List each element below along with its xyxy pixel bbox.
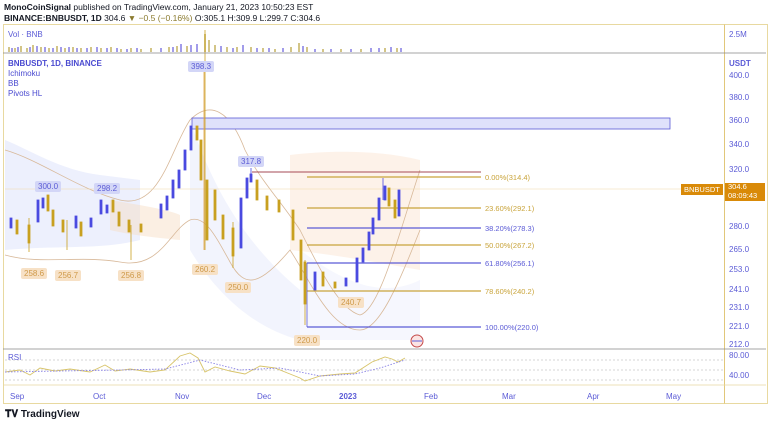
pivot-low-label: 258.6 [21, 268, 48, 279]
time-label-oct: Oct [93, 392, 106, 401]
time-label-feb: Feb [424, 392, 438, 401]
bar-countdown: 08:09:43 [728, 190, 758, 200]
time-label-dec: Dec [257, 392, 272, 401]
volume-label: Vol · BNB [8, 30, 43, 39]
time-label-sep: Sep [10, 392, 25, 401]
axis-tick: 340.0 [729, 140, 750, 149]
axis-tick: 221.0 [729, 322, 750, 331]
pivot-low-label: 256.7 [55, 270, 82, 281]
fib-level-100: 100.00%(220.0) [485, 323, 539, 332]
resistance-zone [191, 117, 671, 130]
ohlc-open: O:305.1 [194, 13, 226, 23]
fib-level-50: 50.00%(267.2) [485, 241, 535, 250]
rsi-tick: 80.00 [729, 351, 750, 360]
time-label-mar: Mar [502, 392, 516, 401]
axis-tick: 280.0 [729, 222, 750, 231]
last-price: 304.6 [104, 13, 126, 23]
axis-tick: 253.0 [729, 265, 750, 274]
legend-bb[interactable]: BB [8, 79, 19, 88]
fib-level-0: 0.00%(314.4) [485, 173, 531, 182]
pivot-low-label: 240.7 [338, 297, 365, 308]
pivot-high-label: 300.0 [35, 181, 62, 192]
candles [9, 30, 401, 325]
symbol-info: BINANCE:BNBUSDT, 1D 304.6 ▼ −0.5 (−0.16%… [4, 13, 320, 23]
pivot-low-label: 260.2 [192, 264, 219, 275]
publish-info: MonoCoinSignal published on TradingView.… [4, 2, 313, 12]
axis-tick: 212.0 [729, 340, 750, 349]
fib-level-78-6: 78.60%(240.2) [485, 287, 535, 296]
rsi-lines [4, 352, 723, 382]
publisher-name: MonoCoinSignal [4, 2, 72, 12]
axis-tick: 360.0 [729, 116, 750, 125]
symbol-name: BINANCE:BNBUSDT, 1D [4, 13, 102, 23]
time-label-apr: Apr [587, 392, 600, 401]
axis-tick: 400.0 [729, 71, 750, 80]
time-label-nov: Nov [175, 392, 190, 401]
time-label-2023: 2023 [339, 392, 357, 401]
pivot-low-label: 256.8 [118, 270, 145, 281]
legend-pivots[interactable]: Pivots HL [8, 89, 43, 98]
legend-ichimoku[interactable]: Ichimoku [8, 69, 41, 78]
pivot-high-label: 398.3 [188, 61, 215, 72]
fib-level-38-2: 38.20%(278.3) [485, 224, 535, 233]
pivot-low-label: 220.0 [294, 335, 321, 346]
axis-tick: 265.0 [729, 245, 750, 254]
brand-name: TradingView [20, 409, 80, 420]
pivot-high-label: 298.2 [94, 183, 121, 194]
volume-axis-label: 2.5M [729, 30, 747, 39]
symbol-price-tag: BNBUSDT [681, 184, 723, 195]
fib-level-61-8: 61.80%(256.1) [485, 259, 535, 268]
rsi-label[interactable]: RSI [8, 353, 22, 362]
price-change: ▼ −0.5 (−0.16%) [127, 13, 193, 23]
pivot-high-label: 317.8 [238, 156, 265, 167]
ohlc-low: L:299.7 [259, 13, 288, 23]
published-text: published on TradingView.com, January 21… [73, 2, 314, 12]
axis-tick: 231.0 [729, 303, 750, 312]
pivot-low-label: 250.0 [225, 282, 252, 293]
legend-title[interactable]: BNBUSDT, 1D, BINANCE [8, 59, 102, 68]
axis-tick: 380.0 [729, 93, 750, 102]
ohlc-high: H:309.9 [227, 13, 258, 23]
fib-level-23-6: 23.60%(292.1) [485, 204, 535, 213]
tv-logo-icon: 𝐓𝐕 [5, 409, 19, 420]
axis-currency: USDT [729, 59, 751, 68]
current-price: 304.6 [728, 182, 747, 191]
axis-tick: 320.0 [729, 165, 750, 174]
current-price-tag: 304.6 08:09:43 [725, 182, 765, 201]
rsi-tick: 40.00 [729, 371, 750, 380]
tradingview-logo[interactable]: 𝐓𝐕 TradingView [5, 409, 80, 420]
time-label-may: May [666, 392, 682, 401]
ohlc-close: C:304.6 [290, 13, 321, 23]
axis-tick: 241.0 [729, 285, 750, 294]
